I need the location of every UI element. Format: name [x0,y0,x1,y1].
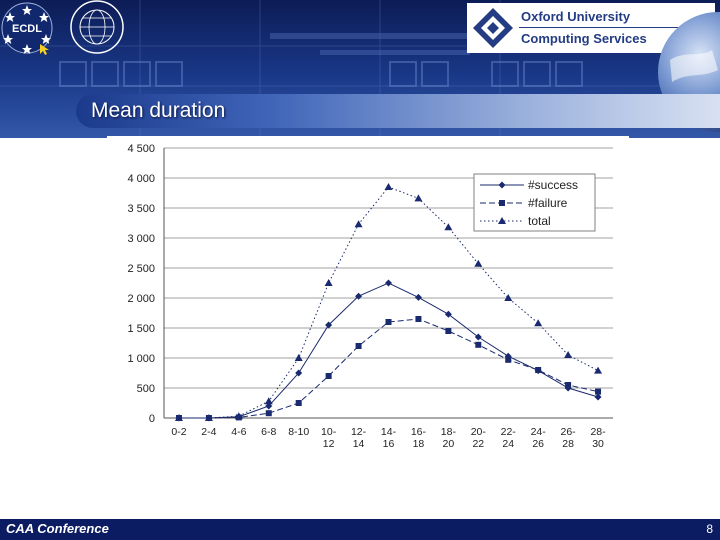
data-point-failure [475,341,482,348]
y-tick-label: 1 000 [127,353,155,365]
data-point-total [234,412,243,420]
x-tick-label: 14-16 [381,426,397,450]
data-point-failure [445,328,452,334]
y-tick-label: 4 000 [127,173,155,185]
legend-marker-success [498,181,506,189]
data-point-success [355,292,363,300]
data-point-total [504,294,513,301]
data-point-total [324,279,333,286]
page-number: 8 [706,522,713,536]
cursor-icon [40,44,49,55]
oxford-divider [519,27,709,28]
data-point-failure [565,382,572,388]
x-tick-label: 16-18 [411,426,427,450]
legend-label-success: #success [528,178,578,192]
x-tick-label: 2-4 [201,426,216,438]
x-tick-label: 6-8 [261,426,276,438]
data-point-total [294,354,303,361]
data-point-failure [505,356,512,363]
legend-marker-total [498,217,506,224]
data-point-failure [535,367,542,373]
series-line-failure [178,318,599,419]
data-point-total [174,414,183,421]
data-point-total [264,397,273,405]
international-seal-logo [70,0,124,54]
data-point-success [385,279,392,287]
data-point-success [265,402,273,410]
y-tick-label: 500 [137,383,155,395]
data-point-total [534,319,543,327]
x-tick-label: 22-24 [501,426,517,450]
x-tick-label: 28-30 [590,426,606,450]
x-tick-label: 20-22 [471,426,487,450]
data-point-failure [295,400,302,406]
data-point-success [504,352,512,360]
data-point-failure [355,343,362,349]
data-point-total [474,259,483,267]
x-tick-label: 24-26 [531,426,547,450]
oxford-emblem-icon [473,8,513,48]
conference-name: CAA Conference [6,521,109,536]
data-point-success [325,321,333,329]
data-point-success [444,310,452,318]
y-tick-label: 3 500 [127,203,155,215]
slide-title: Mean duration [91,99,226,122]
data-point-success [474,333,482,341]
mean-duration-chart: 0 500 1 000 1 500 2 000 2 500 3 000 3 500 4 000 4… [107,136,629,454]
legend-label-total: total [528,214,551,228]
legend-marker-failure [499,200,505,206]
slide-footer: CAA Conference 8 [0,519,720,540]
data-point-success [414,293,422,301]
x-tick-label: 0-2 [171,426,186,438]
data-point-total [444,223,453,231]
oxford-department: Computing Services [521,31,647,46]
ecdl-logo-text: ECDL [12,23,42,35]
data-point-total [204,414,213,421]
data-point-total [354,220,363,228]
data-point-total [384,183,393,190]
data-point-success [594,393,602,401]
data-point-success [295,369,303,377]
data-point-total [564,351,573,358]
x-tick-label: 8-10 [288,426,309,438]
x-tick-label: 4-6 [231,426,246,438]
data-point-total [414,194,423,202]
x-tick-label: 10-12 [321,426,337,450]
data-point-failure [265,410,272,417]
header-grid-pattern [0,0,720,138]
x-tick-label: 26-28 [561,426,577,450]
y-tick-label: 3 000 [127,233,155,245]
oxford-name: Oxford University [521,9,631,24]
x-tick-label: 12-14 [351,426,367,450]
legend-label-failure: #failure [528,196,568,210]
ecdl-logo: ECDL [1,2,53,55]
y-tick-label: 2 000 [127,293,155,305]
y-tick-label: 2 500 [127,263,155,275]
y-tick-label: 4 500 [127,143,155,155]
title-bar [76,94,720,128]
x-tick-label: 18-20 [441,426,457,450]
y-tick-label: 1 500 [127,323,155,335]
data-point-failure [325,373,332,379]
data-point-failure [595,388,602,395]
data-point-total [594,366,603,374]
data-point-failure [415,316,422,322]
y-tick-label: 0 [149,413,155,425]
data-point-failure [385,319,392,325]
